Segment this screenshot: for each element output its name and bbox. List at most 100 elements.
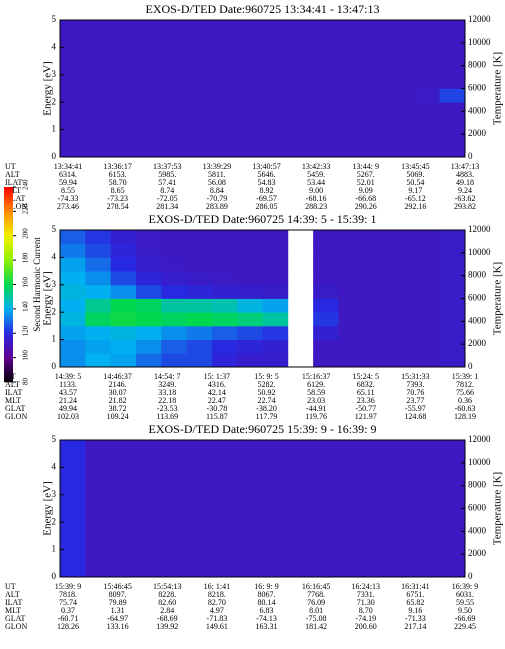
heatmap-cell bbox=[110, 20, 137, 35]
heatmap-cell bbox=[237, 271, 263, 286]
table-cell: 115.87 bbox=[206, 412, 228, 421]
table-cell: -74.19 bbox=[355, 614, 376, 623]
heatmap-cell bbox=[237, 33, 263, 48]
heatmap-cell bbox=[363, 325, 390, 340]
heatmap-cell bbox=[338, 494, 365, 509]
colorbar-swatch bbox=[4, 240, 13, 244]
heatmap-cell bbox=[389, 243, 415, 258]
heatmap-cell bbox=[161, 298, 187, 313]
y-tick-label: 0 bbox=[52, 571, 57, 581]
heatmap-cell bbox=[110, 508, 137, 523]
heatmap-cell bbox=[85, 467, 112, 482]
colorbar-tick-label: 160 bbox=[22, 277, 30, 288]
table-cell: -71.33 bbox=[405, 614, 426, 623]
heatmap-cell bbox=[414, 20, 441, 35]
heatmap-cell bbox=[414, 47, 441, 62]
heatmap-cell bbox=[262, 494, 289, 509]
table-cell: -63.62 bbox=[455, 194, 476, 203]
table-row-label: GLON bbox=[5, 412, 27, 421]
table-cell: 49.94 bbox=[59, 404, 77, 413]
heatmap-cell bbox=[85, 143, 112, 158]
heatmap-cell bbox=[414, 74, 441, 89]
heatmap-cell bbox=[237, 129, 263, 144]
y2-tick-label: 2000 bbox=[468, 548, 487, 558]
heatmap-cell bbox=[262, 230, 289, 245]
heatmap-cell bbox=[338, 353, 365, 368]
table-cell: -50.77 bbox=[355, 404, 376, 413]
heatmap-cell bbox=[237, 522, 263, 537]
heatmap-cell bbox=[60, 508, 86, 523]
heatmap-cell bbox=[262, 271, 289, 286]
heatmap-cell bbox=[389, 230, 415, 245]
heatmap-cell bbox=[338, 243, 365, 258]
table-cell: -60.71 bbox=[58, 614, 79, 623]
table-cell: 15:31:33 bbox=[401, 372, 429, 381]
table-cell: 283.89 bbox=[206, 202, 228, 211]
table-cell: 15: 9: 5 bbox=[254, 372, 278, 381]
heatmap-cell bbox=[363, 284, 390, 299]
heatmap-cell bbox=[313, 481, 339, 496]
y-tick-label: 2 bbox=[52, 306, 57, 316]
heatmap-cell bbox=[135, 325, 162, 340]
table-cell: 8097. bbox=[109, 590, 127, 599]
table-cell: 9.17 bbox=[408, 186, 422, 195]
heatmap-cell bbox=[110, 284, 137, 299]
heatmap-cell bbox=[439, 284, 466, 299]
table-cell: 6.83 bbox=[260, 606, 274, 615]
table-cell: 75.74 bbox=[59, 598, 77, 607]
heatmap-cell bbox=[161, 353, 187, 368]
heatmap-cell bbox=[135, 33, 162, 48]
y-tick-label: 2 bbox=[52, 96, 57, 106]
colorbar-swatch bbox=[4, 230, 13, 234]
y2-tick-label: 6000 bbox=[468, 503, 487, 513]
colorbar-swatch bbox=[4, 267, 13, 271]
heatmap-cell bbox=[161, 115, 187, 130]
heatmap-cell bbox=[60, 339, 86, 354]
y-tick-label: 3 bbox=[52, 69, 57, 79]
heatmap-cell bbox=[211, 508, 238, 523]
heatmap-cell bbox=[363, 47, 390, 62]
heatmap-cell bbox=[135, 440, 162, 455]
y2-tick-label: 4000 bbox=[468, 525, 487, 535]
table-row-label: ALT bbox=[5, 170, 20, 179]
table-cell: 0.37 bbox=[61, 606, 75, 615]
heatmap-cell bbox=[287, 102, 314, 117]
colorbar-swatch bbox=[4, 233, 13, 237]
heatmap-cell bbox=[237, 61, 263, 76]
heatmap-cell bbox=[363, 20, 390, 35]
heatmap-cell bbox=[287, 61, 314, 76]
table-cell: 292.16 bbox=[404, 202, 426, 211]
heatmap-cell bbox=[135, 230, 162, 245]
table-cell: 9.24 bbox=[458, 186, 472, 195]
table-row-label: MLT bbox=[5, 606, 21, 615]
y2-tick-label: 4000 bbox=[468, 315, 487, 325]
heatmap-cell bbox=[389, 325, 415, 340]
table-cell: 13:44: 9 bbox=[353, 162, 379, 171]
heatmap-cell bbox=[363, 230, 390, 245]
y2-tick-label: 6000 bbox=[468, 83, 487, 93]
table-cell: 133.16 bbox=[107, 622, 129, 631]
table-cell: 21.24 bbox=[59, 396, 77, 405]
heatmap-cell bbox=[414, 508, 441, 523]
heatmap-cell bbox=[211, 312, 238, 327]
table-cell: 7393. bbox=[406, 380, 424, 389]
heatmap-cell bbox=[161, 88, 187, 103]
heatmap-cell bbox=[110, 325, 137, 340]
heatmap-cell bbox=[389, 508, 415, 523]
heatmap-cell bbox=[262, 522, 289, 537]
heatmap-cell bbox=[237, 453, 263, 468]
heatmap-cell bbox=[161, 467, 187, 482]
table-cell: 15:46:45 bbox=[103, 582, 131, 591]
heatmap-cell bbox=[110, 61, 137, 76]
heatmap-cell bbox=[313, 115, 339, 130]
table-cell: 80.14 bbox=[258, 598, 276, 607]
heatmap-cell bbox=[135, 243, 162, 258]
heatmap-cell bbox=[161, 312, 187, 327]
heatmap-cell bbox=[439, 481, 466, 496]
table-cell: 15:54:13 bbox=[153, 582, 181, 591]
colorbar-swatch bbox=[4, 206, 13, 210]
table-row-label: GLON bbox=[5, 202, 27, 211]
table-cell: 163.31 bbox=[256, 622, 278, 631]
table-cell: 65.82 bbox=[406, 598, 424, 607]
table-cell: 200.60 bbox=[355, 622, 377, 631]
